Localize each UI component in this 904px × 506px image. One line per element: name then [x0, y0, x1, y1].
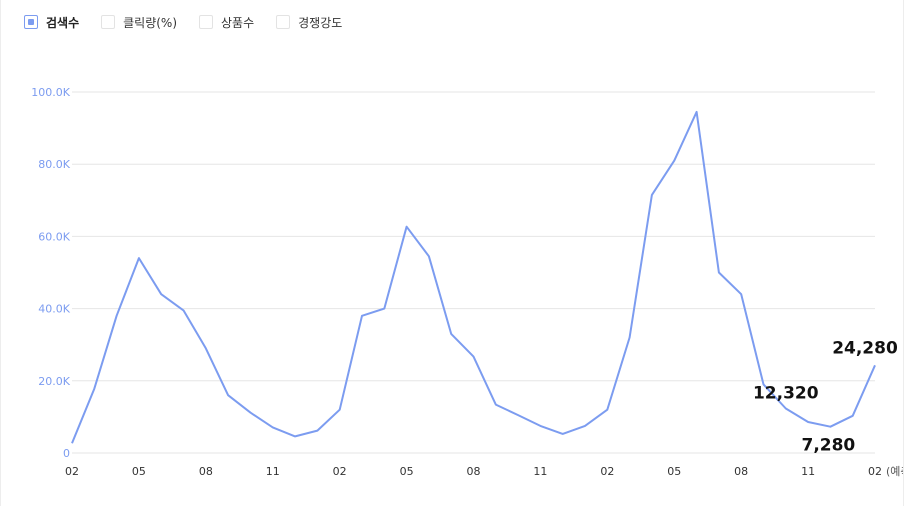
y-tick-label: 40.0K [38, 303, 70, 316]
legend-checkbox[interactable] [24, 15, 38, 29]
data-point [472, 355, 475, 358]
legend-item-product-count[interactable]: 상품수 [199, 14, 254, 31]
data-point [204, 347, 207, 350]
legend-item-search-volume[interactable]: 검색수 [24, 14, 79, 31]
data-point [450, 332, 453, 335]
data-point [316, 429, 319, 432]
data-point [561, 432, 564, 435]
x-tick-label: 02 [868, 465, 882, 478]
legend-label: 검색수 [46, 15, 80, 30]
data-point [807, 420, 810, 423]
legend-label: 경쟁강도 [298, 15, 343, 30]
legend-checkbox[interactable] [101, 15, 116, 29]
legend-item-competition[interactable]: 경쟁강도 [276, 14, 342, 31]
legend-checkbox[interactable] [199, 15, 214, 29]
x-tick-label: 11 [266, 465, 280, 478]
x-tick-label: 08 [199, 465, 213, 478]
x-tick-label: 05 [400, 465, 414, 478]
x-tick-label: 05 [667, 465, 681, 478]
data-point [695, 110, 698, 113]
data-point [338, 408, 341, 411]
x-tick-label: 02 [600, 465, 614, 478]
x-tick-label: 02 [333, 465, 347, 478]
data-point [360, 314, 363, 317]
data-point [427, 255, 430, 258]
chart-legend: 검색수 클릭량(%) 상품수 경쟁강도 [24, 12, 364, 32]
legend-checkbox[interactable] [276, 15, 291, 29]
data-point [115, 314, 118, 317]
x-tick-label: 08 [734, 465, 748, 478]
data-point [829, 425, 832, 428]
x-tick-label: 11 [801, 465, 815, 478]
data-point [137, 257, 140, 260]
data-point [294, 435, 297, 438]
series-line [71, 110, 876, 444]
data-point [851, 414, 854, 417]
data-point [874, 364, 877, 367]
data-point [584, 424, 587, 427]
data-point [271, 426, 274, 429]
x-tick-label: 11 [533, 465, 547, 478]
data-point [717, 271, 720, 274]
data-point [606, 408, 609, 411]
x-tick-label: 08 [467, 465, 481, 478]
data-point [673, 159, 676, 162]
data-label: 12,320 [753, 384, 819, 404]
x-tick-label: 05 [132, 465, 146, 478]
data-point [249, 411, 252, 414]
data-point [517, 414, 520, 417]
data-point [539, 424, 542, 427]
y-tick-label: 0 [63, 447, 70, 460]
data-point [494, 403, 497, 406]
data-point [650, 193, 653, 196]
y-tick-label: 100.0K [31, 86, 70, 99]
legend-item-click-rate[interactable]: 클릭량(%) [101, 14, 177, 31]
data-point [784, 407, 787, 410]
data-point [628, 336, 631, 339]
legend-label: 클릭량(%) [123, 15, 178, 30]
data-label: 24,280 [832, 338, 898, 358]
data-point [71, 442, 74, 445]
legend-label: 상품수 [221, 15, 255, 30]
data-point [182, 309, 185, 312]
data-point [740, 293, 743, 296]
y-tick-label: 80.0K [38, 158, 70, 171]
y-tick-label: 20.0K [38, 375, 70, 388]
data-point [383, 307, 386, 310]
data-point [160, 293, 163, 296]
x-tick-label: 02 [65, 465, 79, 478]
y-tick-label: 60.0K [38, 230, 70, 243]
data-point [227, 394, 230, 397]
x-tick-forecast-suffix: (예측) [886, 465, 904, 478]
data-point [405, 225, 408, 228]
data-point [93, 387, 96, 390]
data-label: 7,280 [801, 436, 855, 456]
